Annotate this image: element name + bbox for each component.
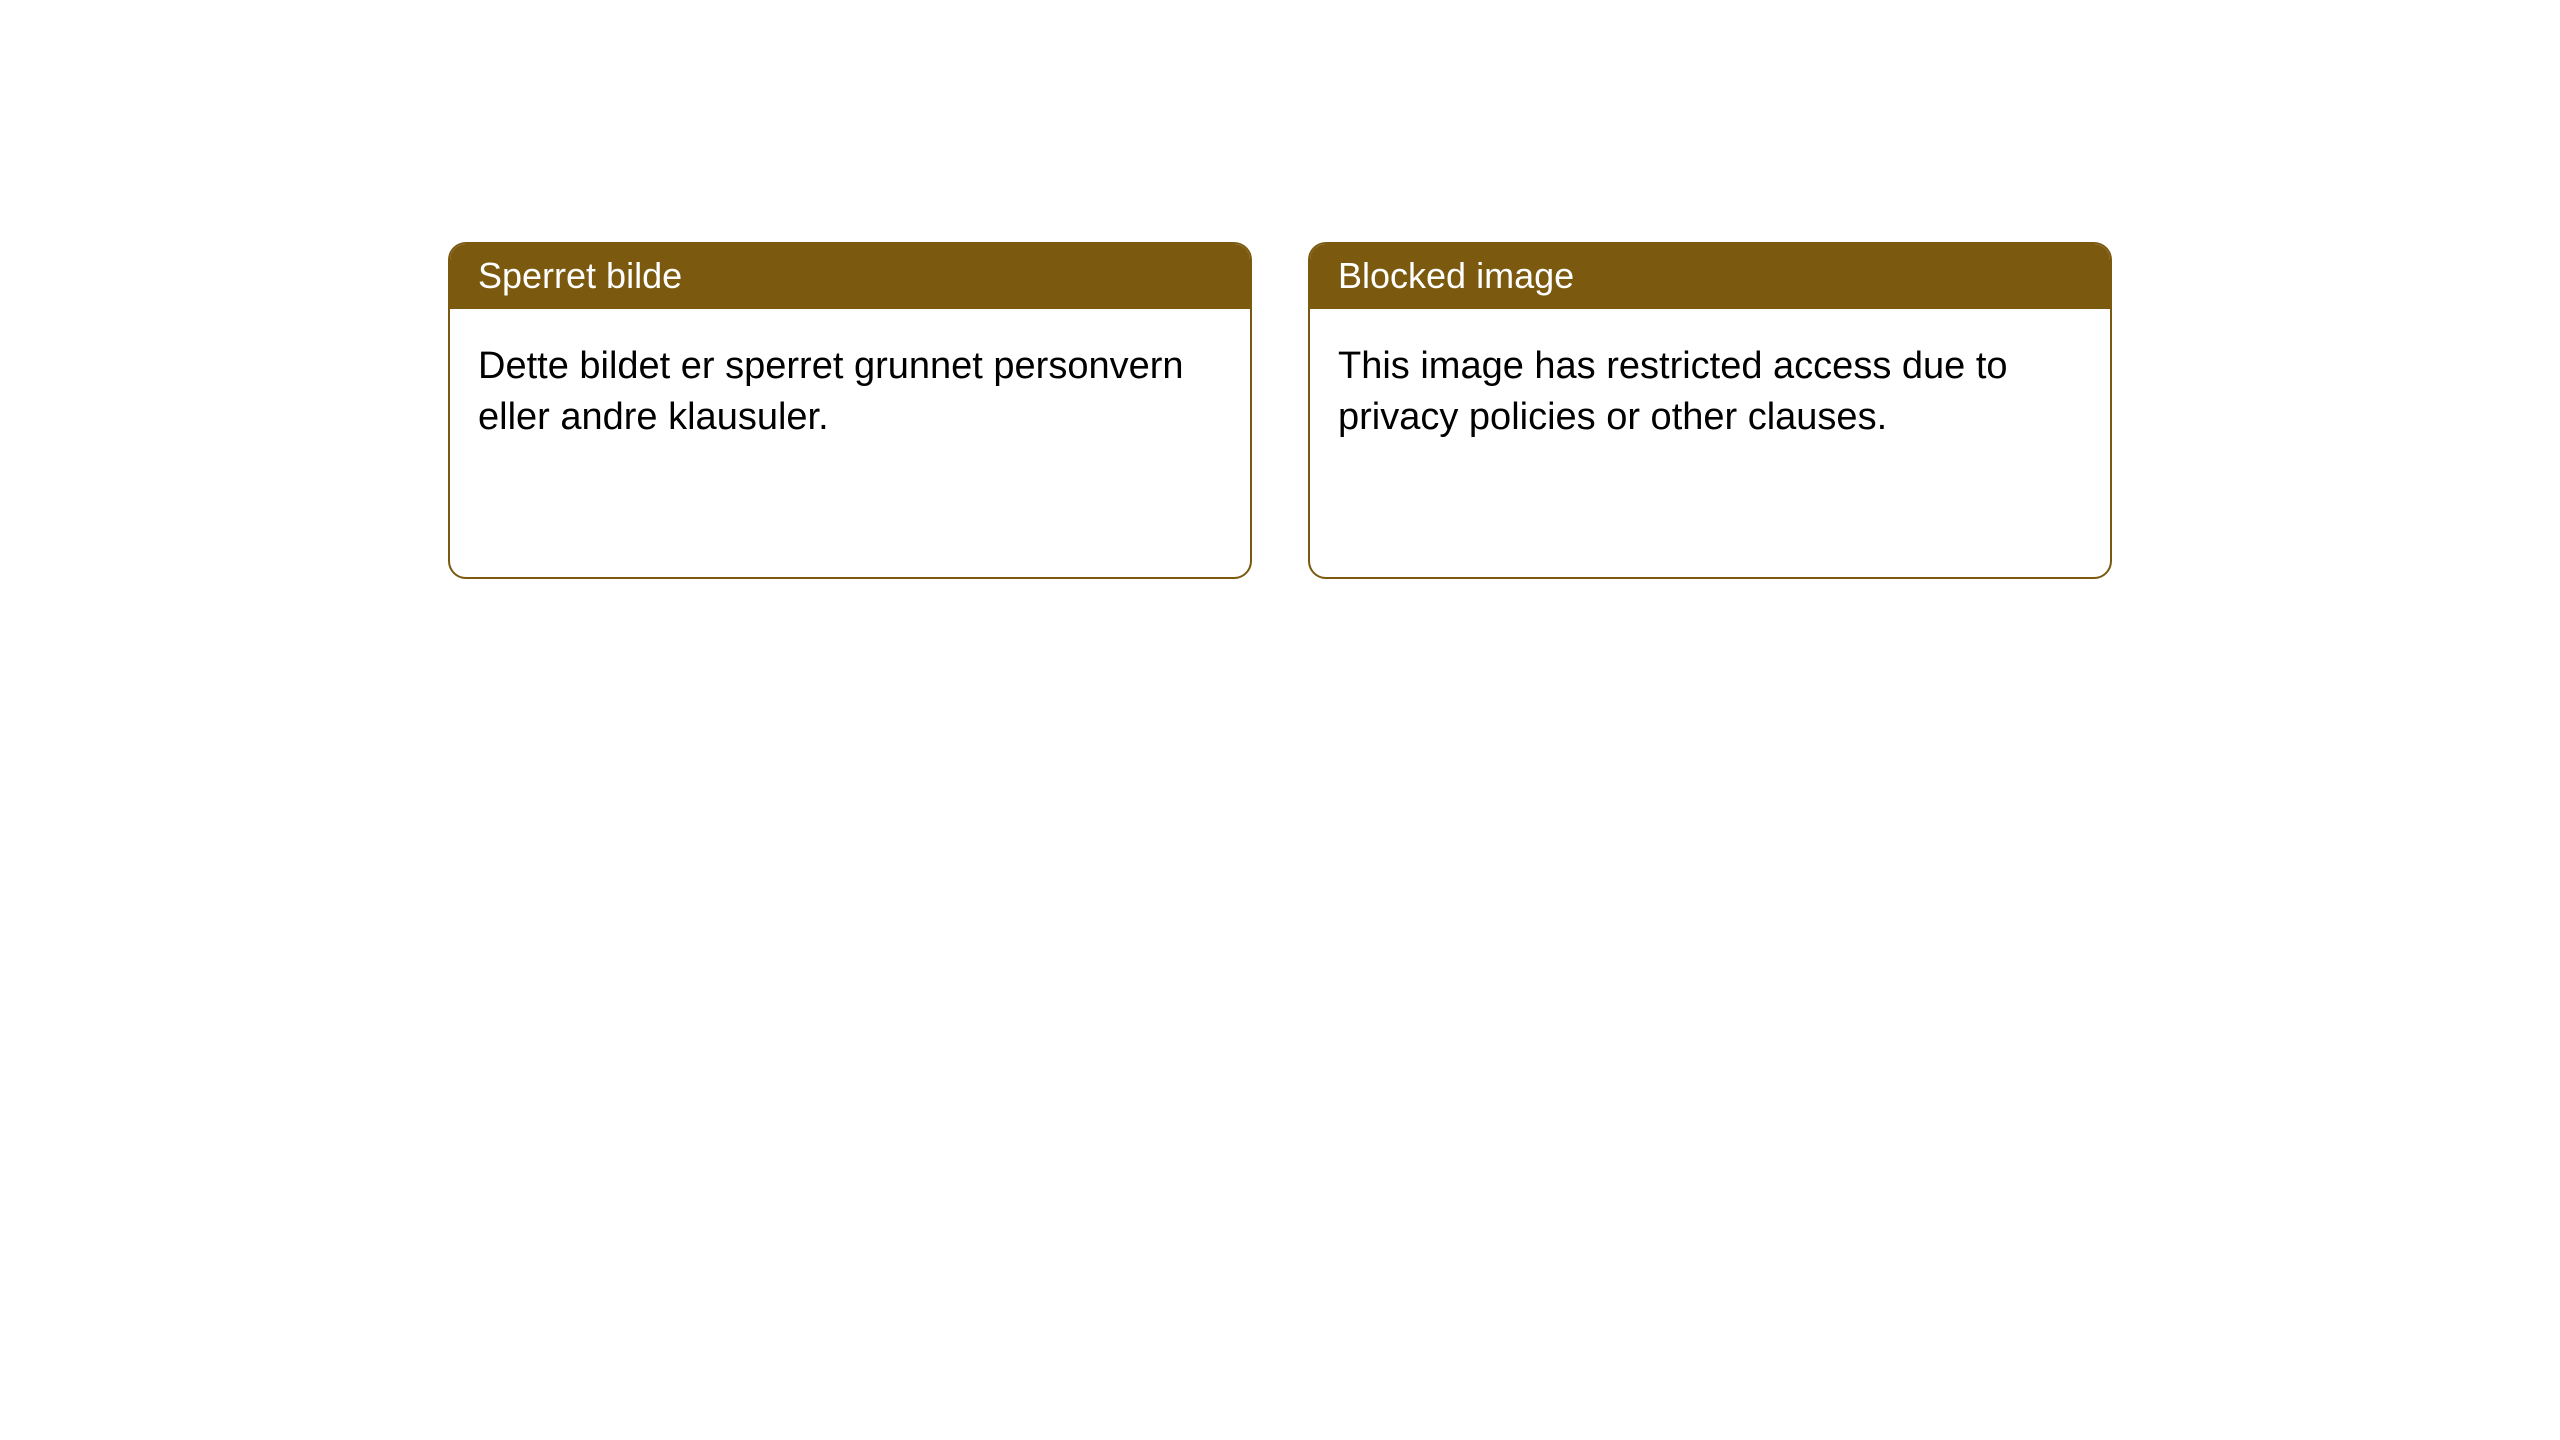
notice-container: Sperret bilde Dette bildet er sperret gr… bbox=[0, 0, 2560, 579]
notice-card-norwegian: Sperret bilde Dette bildet er sperret gr… bbox=[448, 242, 1252, 579]
notice-body: Dette bildet er sperret grunnet personve… bbox=[450, 309, 1250, 476]
notice-header: Sperret bilde bbox=[450, 244, 1250, 309]
notice-body: This image has restricted access due to … bbox=[1310, 309, 2110, 476]
notice-card-english: Blocked image This image has restricted … bbox=[1308, 242, 2112, 579]
notice-header: Blocked image bbox=[1310, 244, 2110, 309]
